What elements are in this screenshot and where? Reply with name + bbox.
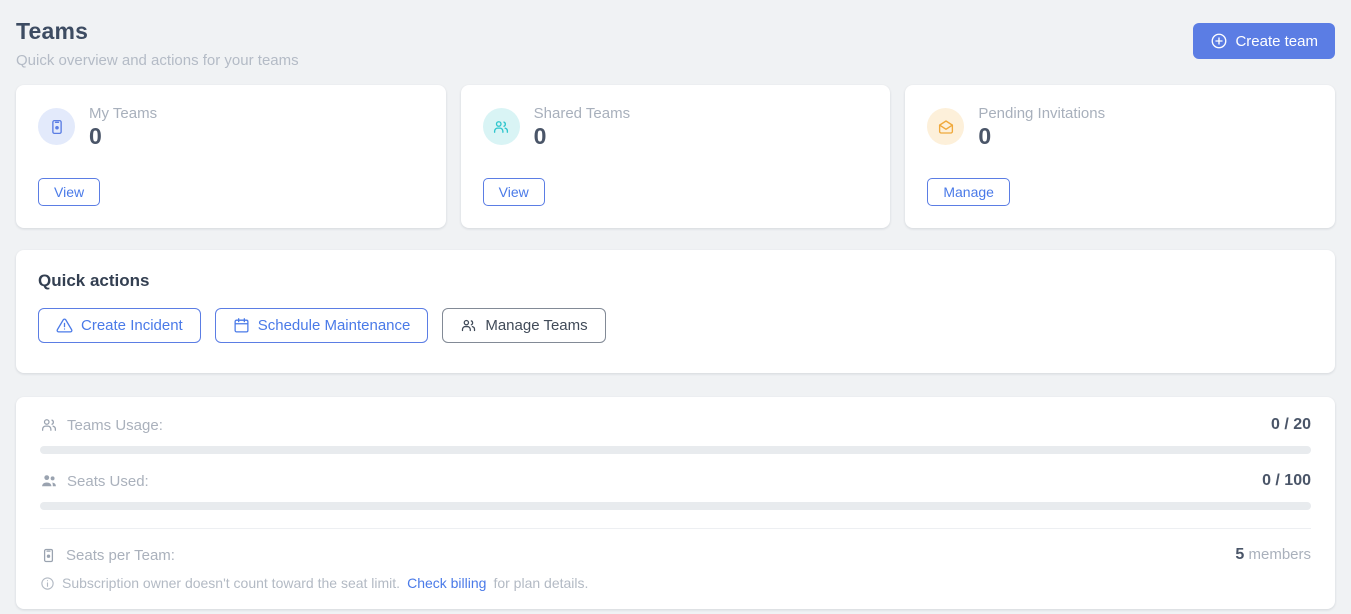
seats-per-team-value: 5 [1235,546,1245,563]
seats-used-value: 0 / 100 [1262,472,1311,489]
group-outline-icon [40,416,58,434]
shared-teams-label: Shared Teams [533,105,631,122]
page-subtitle: Quick overview and actions for your team… [16,52,299,69]
badge-icon [40,547,57,564]
manage-teams-label: Manage Teams [485,317,588,334]
seats-used-label: Seats Used: [67,472,149,490]
manage-teams-button[interactable]: Manage Teams [442,308,606,343]
shared-teams-value: 0 [533,123,547,149]
seats-used-row: Seats Used: 0 / 100 [40,472,1311,490]
pending-invitations-card-header: Pending Invitations 0 [927,105,1313,148]
my-teams-value: 0 [89,123,102,149]
page-title: Teams [16,18,89,44]
my-teams-label: My Teams [89,105,158,122]
schedule-maintenance-button[interactable]: Schedule Maintenance [214,308,429,343]
info-icon [40,576,55,591]
seat-limit-note: Subscription owner doesn't count toward … [40,575,1311,591]
quick-actions-title: Quick actions [38,271,150,290]
note-suffix: for plan details. [493,575,589,591]
seats-per-team-row: Seats per Team: 5 members [40,546,1311,564]
schedule-maintenance-label: Schedule Maintenance [257,317,411,334]
mail-open-icon [927,108,965,145]
calendar-icon [233,317,250,334]
shared-teams-view-button[interactable]: View [482,178,545,206]
pending-invitations-label: Pending Invitations [978,105,1106,122]
seats-used-progress-track [40,502,1311,510]
create-team-label: Create team [1235,32,1318,50]
shared-teams-card: Shared Teams 0 View [460,85,891,228]
my-teams-view-button[interactable]: View [38,178,101,206]
note-text: Subscription owner doesn't count toward … [62,575,401,591]
shared-teams-card-header: Shared Teams 0 [482,105,869,149]
plus-circle-icon [1210,32,1228,50]
my-teams-card: My Teams 0 View [16,85,446,228]
teams-usage-label: Teams Usage: [67,416,163,434]
stat-cards-row: My Teams 0 View Shared Teams [16,85,1335,228]
teams-usage-progress-track [40,446,1311,454]
group-icon [460,317,477,334]
seats-per-team-label: Seats per Team: [66,546,175,564]
quick-actions-panel: Quick actions Create Incident [16,250,1335,373]
group-filled-icon [40,472,58,490]
usage-panel: Teams Usage: 0 / 20 Seats Used: 0 / 100 [16,397,1335,609]
badge-icon [38,108,75,145]
teams-usage-value: 0 / 20 [1270,416,1311,433]
create-incident-label: Create Incident [81,317,183,334]
check-billing-link[interactable]: Check billing [407,575,487,591]
pending-invitations-manage-button[interactable]: Manage [927,178,1010,206]
pending-invitations-value: 0 [978,123,992,149]
page-header: Teams Quick overview and actions for you… [16,14,1335,69]
create-team-button[interactable]: Create team [1193,23,1335,59]
create-incident-button[interactable]: Create Incident [38,308,201,343]
page-header-text: Teams Quick overview and actions for you… [16,14,299,69]
quick-actions-buttons: Create Incident Schedule Maintenance [38,308,1313,343]
warning-icon [56,317,73,334]
pending-invitations-card: Pending Invitations 0 Manage [905,85,1335,228]
my-teams-card-header: My Teams 0 [38,105,424,148]
usage-divider [40,528,1311,529]
seats-per-team-unit: members [1244,546,1311,563]
teams-usage-row: Teams Usage: 0 / 20 [40,416,1311,434]
group-icon [482,108,520,145]
